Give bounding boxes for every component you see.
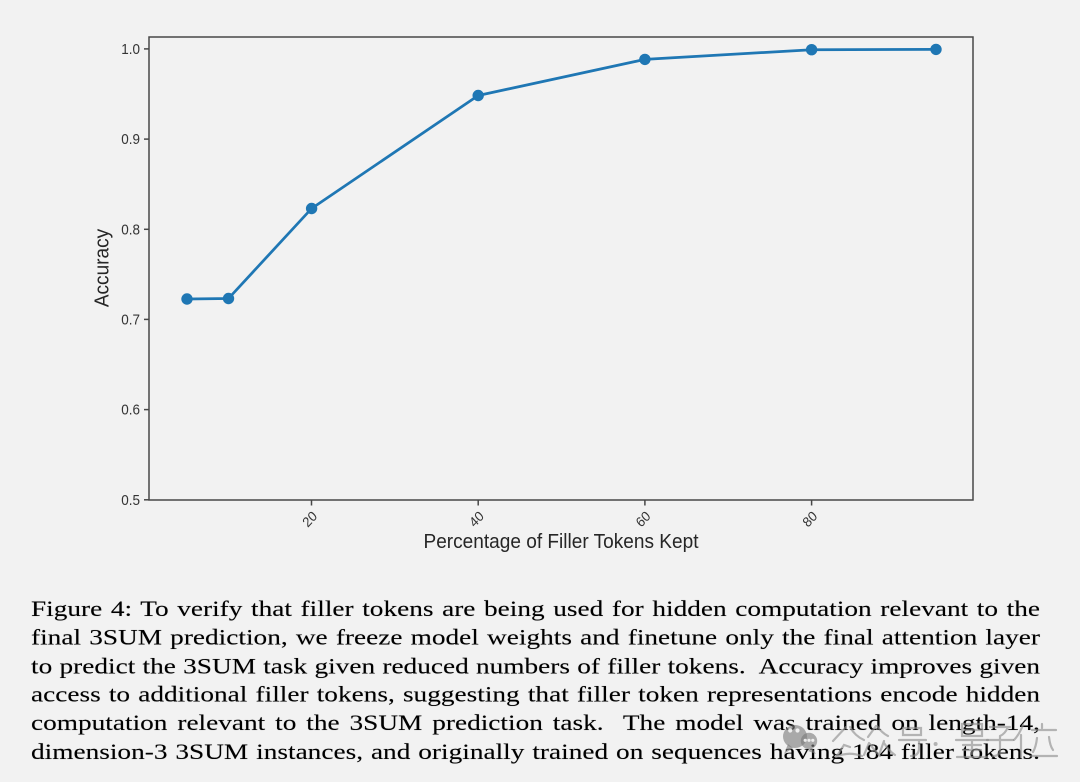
svg-text:0.6: 0.6 <box>121 401 140 418</box>
svg-text:0.7: 0.7 <box>121 311 140 328</box>
svg-text:0.5: 0.5 <box>121 491 140 508</box>
svg-text:80: 80 <box>800 508 820 530</box>
svg-text:Percentage of Filler Tokens Ke: Percentage of Filler Tokens Kept <box>424 530 699 553</box>
svg-text:20: 20 <box>300 508 320 530</box>
svg-text:40: 40 <box>466 508 486 530</box>
svg-text:1.0: 1.0 <box>121 40 140 57</box>
svg-text:60: 60 <box>633 508 653 530</box>
svg-text:0.9: 0.9 <box>121 131 140 148</box>
svg-text:0.8: 0.8 <box>121 221 140 238</box>
svg-text:Accuracy: Accuracy <box>91 229 114 307</box>
